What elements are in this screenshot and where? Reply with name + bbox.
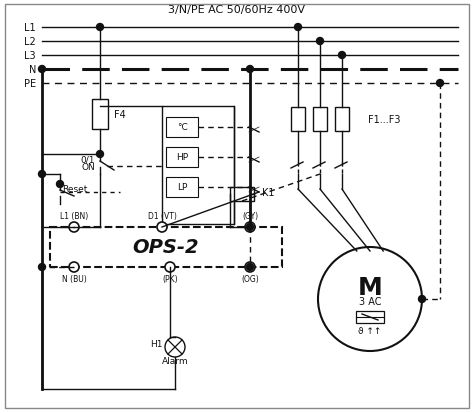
Text: N (BU): N (BU) bbox=[62, 274, 86, 283]
Bar bbox=[166, 118, 198, 138]
Text: D1 (VT): D1 (VT) bbox=[147, 211, 176, 221]
Bar bbox=[50, 228, 282, 267]
Bar bbox=[313, 108, 327, 132]
Text: L1 (BN): L1 (BN) bbox=[60, 211, 88, 221]
Bar bbox=[356, 311, 384, 323]
Text: 3 AC: 3 AC bbox=[359, 296, 381, 306]
Text: F4: F4 bbox=[114, 110, 126, 120]
Text: N: N bbox=[28, 65, 36, 75]
Circle shape bbox=[38, 264, 46, 271]
Circle shape bbox=[245, 223, 255, 233]
Circle shape bbox=[38, 171, 46, 178]
Text: (OG): (OG) bbox=[241, 274, 259, 283]
Text: PE: PE bbox=[24, 79, 36, 89]
Text: (PK): (PK) bbox=[162, 274, 178, 283]
Circle shape bbox=[157, 223, 167, 233]
Text: HP: HP bbox=[176, 153, 188, 162]
Text: H1: H1 bbox=[151, 339, 163, 349]
Text: LP: LP bbox=[177, 183, 187, 192]
Circle shape bbox=[56, 181, 64, 188]
Circle shape bbox=[246, 264, 254, 271]
Text: L2: L2 bbox=[24, 37, 36, 47]
Circle shape bbox=[69, 262, 79, 272]
Bar bbox=[166, 147, 198, 168]
Text: F1...F3: F1...F3 bbox=[368, 115, 401, 125]
Circle shape bbox=[165, 337, 185, 357]
Text: 3/N/PE AC 50/60Hz 400V: 3/N/PE AC 50/60Hz 400V bbox=[168, 5, 306, 15]
Bar bbox=[162, 107, 234, 224]
Text: M: M bbox=[357, 275, 383, 299]
Bar bbox=[230, 188, 254, 202]
Circle shape bbox=[246, 224, 254, 231]
Text: ϑ ↑↑: ϑ ↑↑ bbox=[358, 327, 382, 336]
Circle shape bbox=[437, 80, 444, 87]
Circle shape bbox=[338, 52, 346, 59]
Bar bbox=[92, 100, 108, 130]
Circle shape bbox=[165, 262, 175, 272]
Circle shape bbox=[97, 24, 103, 31]
Circle shape bbox=[246, 66, 254, 74]
Circle shape bbox=[97, 151, 103, 158]
Text: (GY): (GY) bbox=[242, 211, 258, 221]
Circle shape bbox=[69, 223, 79, 233]
Text: L1: L1 bbox=[24, 23, 36, 33]
Circle shape bbox=[245, 262, 255, 272]
Circle shape bbox=[318, 247, 422, 351]
Text: 0/1: 0/1 bbox=[81, 155, 95, 164]
Circle shape bbox=[317, 38, 323, 45]
Bar bbox=[166, 178, 198, 197]
Circle shape bbox=[294, 24, 301, 31]
Text: Alarm: Alarm bbox=[162, 357, 188, 366]
Circle shape bbox=[419, 296, 426, 303]
Bar bbox=[335, 108, 349, 132]
Text: K1: K1 bbox=[262, 188, 274, 197]
Text: OPS-2: OPS-2 bbox=[133, 238, 199, 257]
Text: L3: L3 bbox=[24, 51, 36, 61]
Text: ON: ON bbox=[81, 163, 95, 172]
Circle shape bbox=[38, 66, 46, 74]
Text: Reset: Reset bbox=[62, 184, 87, 193]
Text: °C: °C bbox=[177, 123, 187, 132]
Bar bbox=[291, 108, 305, 132]
